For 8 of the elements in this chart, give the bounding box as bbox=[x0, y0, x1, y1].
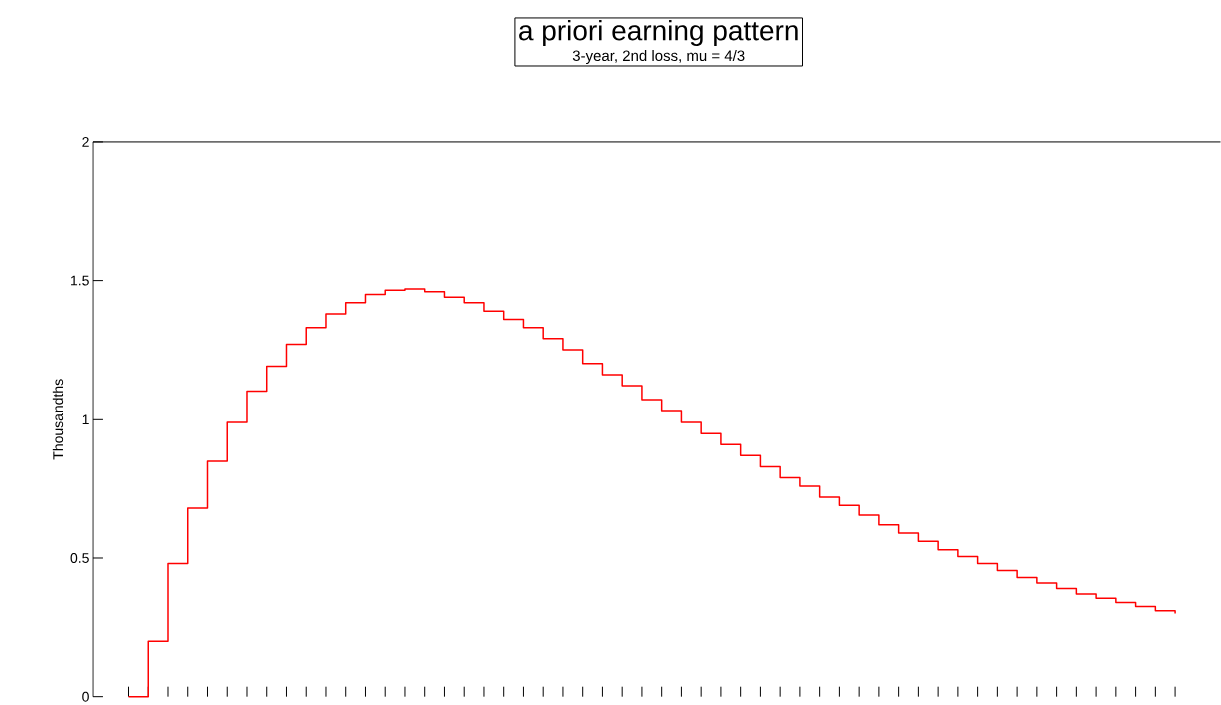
y-tick-label: 1 bbox=[82, 414, 89, 425]
y-axis-title: Thousandths bbox=[52, 379, 64, 460]
y-tick-label: 2 bbox=[82, 137, 89, 147]
y-tick-label: 0.5 bbox=[70, 553, 89, 563]
chart-title: a priori earning pattern bbox=[519, 19, 798, 47]
y-tick-label: 1.5 bbox=[71, 275, 89, 286]
y-tick-label: 0 bbox=[82, 691, 89, 702]
chart-subtitle: 3-year, 2nd loss, mu = 4/3 bbox=[572, 50, 745, 65]
